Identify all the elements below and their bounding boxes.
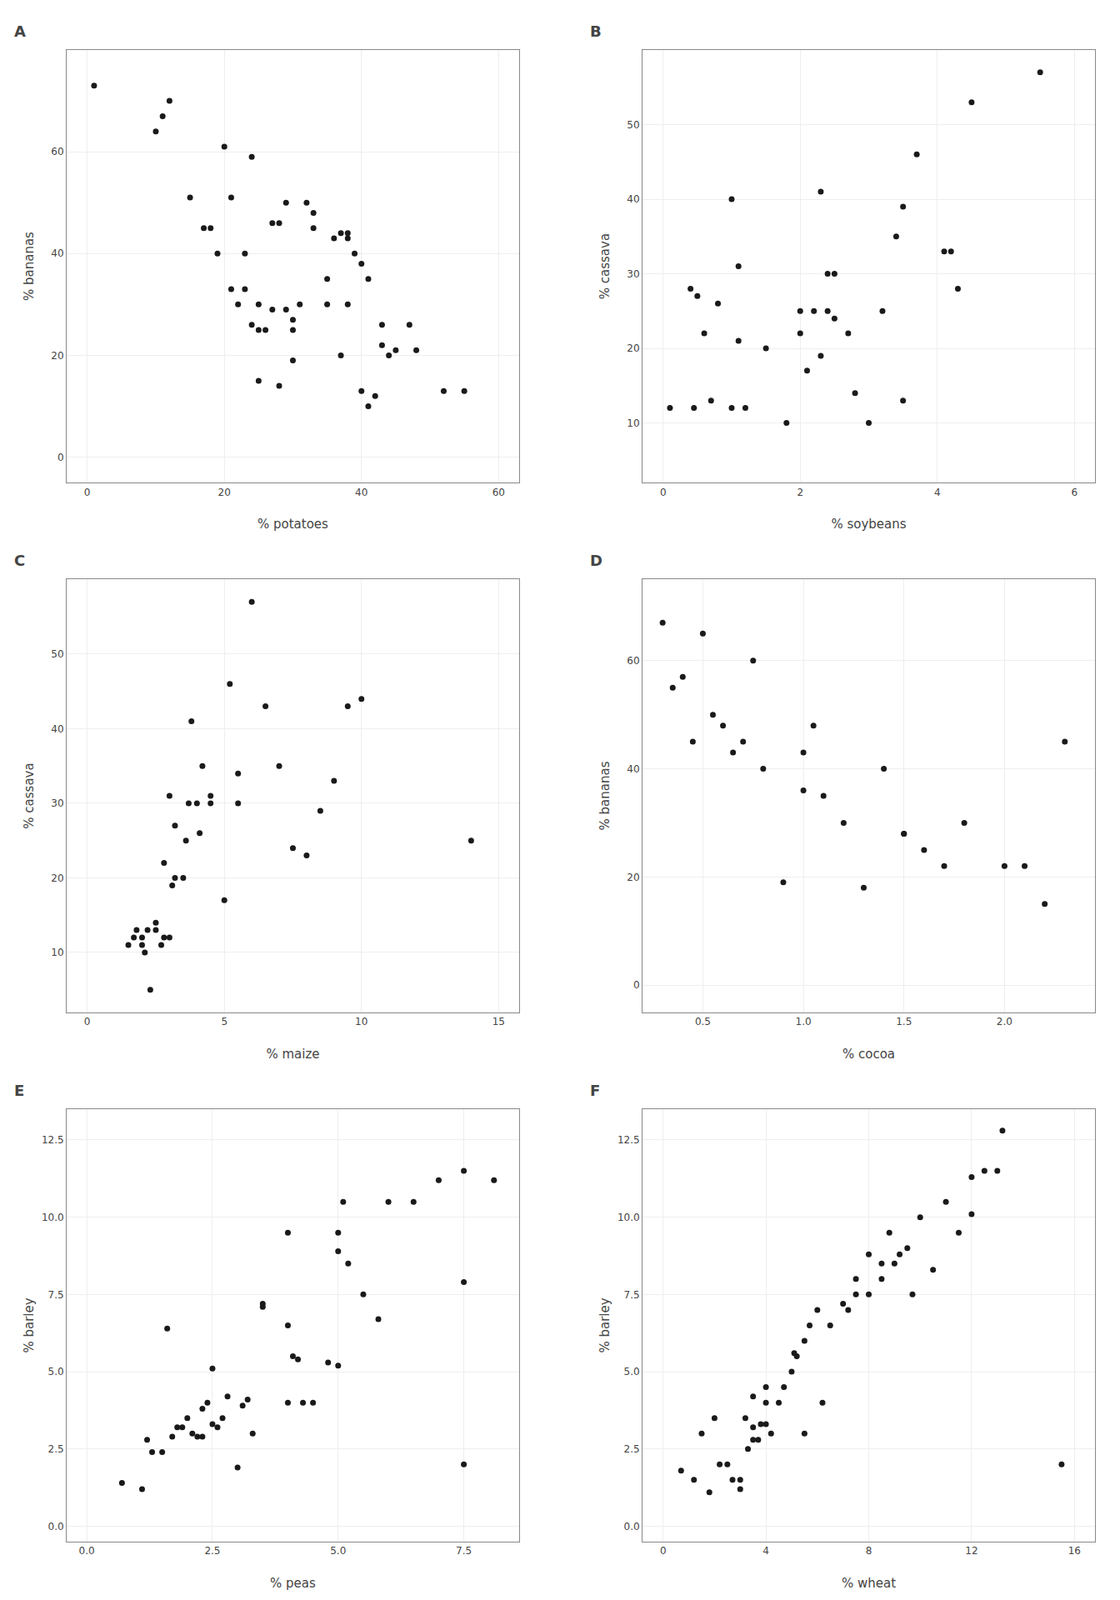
svg-text:4: 4 xyxy=(762,1545,770,1557)
svg-text:F: F xyxy=(590,1081,600,1100)
svg-text:2: 2 xyxy=(796,486,804,499)
svg-text:16: 16 xyxy=(1068,1545,1081,1557)
svg-text:% soybeans: % soybeans xyxy=(830,516,906,532)
svg-text:5.0: 5.0 xyxy=(330,1545,346,1557)
svg-text:10: 10 xyxy=(626,417,640,430)
svg-text:50: 50 xyxy=(50,648,64,660)
svg-text:B: B xyxy=(590,22,602,40)
svg-text:0.5: 0.5 xyxy=(695,1015,711,1028)
svg-text:D: D xyxy=(590,551,603,570)
svg-text:2.5: 2.5 xyxy=(204,1545,220,1557)
svg-text:1.5: 1.5 xyxy=(895,1015,912,1028)
svg-text:30: 30 xyxy=(50,797,64,810)
svg-text:A: A xyxy=(14,22,26,40)
svg-text:0: 0 xyxy=(84,1015,91,1028)
svg-text:20: 20 xyxy=(50,350,64,362)
svg-text:% cocoa: % cocoa xyxy=(842,1046,895,1062)
svg-text:10.0: 10.0 xyxy=(41,1211,65,1224)
svg-text:40: 40 xyxy=(355,486,368,499)
svg-text:0: 0 xyxy=(57,451,65,464)
svg-text:7.5: 7.5 xyxy=(455,1545,472,1557)
svg-text:5.0: 5.0 xyxy=(624,1365,640,1378)
svg-text:% barley: % barley xyxy=(21,1297,37,1353)
svg-text:12: 12 xyxy=(965,1545,978,1557)
svg-text:2.0: 2.0 xyxy=(996,1015,1013,1028)
svg-text:7.5: 7.5 xyxy=(48,1289,65,1301)
svg-text:10: 10 xyxy=(50,946,64,959)
svg-text:50: 50 xyxy=(626,119,640,131)
svg-text:20: 20 xyxy=(626,871,640,884)
svg-text:40: 40 xyxy=(50,723,64,735)
svg-text:% peas: % peas xyxy=(270,1575,316,1591)
svg-text:10: 10 xyxy=(355,1015,368,1028)
svg-text:10.0: 10.0 xyxy=(617,1211,640,1224)
svg-text:60: 60 xyxy=(492,486,505,499)
svg-text:7.5: 7.5 xyxy=(624,1289,640,1301)
svg-text:0.0: 0.0 xyxy=(79,1545,95,1557)
svg-text:0: 0 xyxy=(633,979,640,991)
svg-text:60: 60 xyxy=(50,145,64,158)
svg-text:5.0: 5.0 xyxy=(48,1365,65,1378)
svg-text:12.5: 12.5 xyxy=(41,1134,65,1146)
svg-text:1.0: 1.0 xyxy=(795,1015,812,1028)
svg-text:% maize: % maize xyxy=(265,1046,320,1062)
svg-text:% bananas: % bananas xyxy=(597,760,613,830)
svg-text:20: 20 xyxy=(50,872,64,885)
svg-text:5: 5 xyxy=(220,1015,228,1028)
svg-text:% wheat: % wheat xyxy=(841,1575,896,1591)
svg-text:0: 0 xyxy=(660,1545,667,1557)
svg-text:30: 30 xyxy=(626,268,640,280)
svg-text:2.5: 2.5 xyxy=(624,1443,640,1455)
svg-text:0.0: 0.0 xyxy=(48,1520,65,1533)
svg-text:0: 0 xyxy=(660,486,667,499)
svg-text:% potatoes: % potatoes xyxy=(257,516,329,532)
svg-text:15: 15 xyxy=(492,1015,505,1028)
svg-text:% bananas: % bananas xyxy=(21,231,37,301)
svg-text:40: 40 xyxy=(50,247,64,260)
svg-text:0.0: 0.0 xyxy=(624,1520,640,1533)
svg-text:% cassava: % cassava xyxy=(597,233,613,300)
svg-text:12.5: 12.5 xyxy=(617,1134,640,1146)
svg-text:8: 8 xyxy=(865,1545,873,1557)
svg-text:C: C xyxy=(14,551,25,570)
svg-text:60: 60 xyxy=(626,655,640,667)
svg-text:40: 40 xyxy=(626,193,640,205)
svg-text:E: E xyxy=(14,1081,25,1100)
svg-text:40: 40 xyxy=(626,763,640,775)
svg-text:% cassava: % cassava xyxy=(21,762,37,829)
svg-text:20: 20 xyxy=(626,342,640,355)
svg-text:20: 20 xyxy=(218,486,231,499)
svg-text:4: 4 xyxy=(934,486,941,499)
svg-text:% barley: % barley xyxy=(597,1297,613,1353)
svg-text:6: 6 xyxy=(1070,486,1078,499)
svg-text:2.5: 2.5 xyxy=(48,1443,65,1455)
svg-text:0: 0 xyxy=(84,486,91,499)
